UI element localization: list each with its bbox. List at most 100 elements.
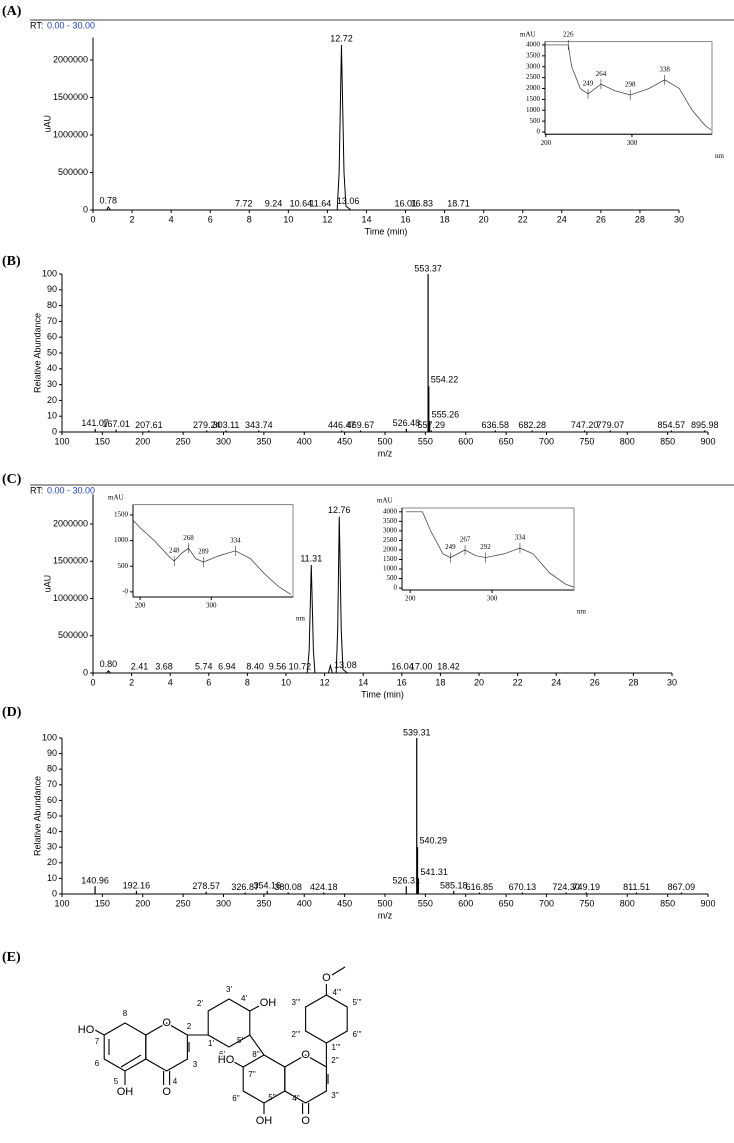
atom-number: 6'' <box>232 1094 240 1103</box>
peak-label: 11.64 <box>309 198 331 208</box>
y-tick-label: 1500 <box>526 95 541 103</box>
atom-label: HO <box>78 1024 95 1036</box>
peak-label: 354.16 <box>253 880 281 890</box>
x-tick-label: 800 <box>620 898 635 908</box>
peak-label: 2.41 <box>131 661 149 671</box>
y-axis-title: Relative Abundance <box>32 313 42 393</box>
atom-number: 4''' <box>332 988 342 997</box>
y-tick-label: 2000000 <box>53 54 88 64</box>
x-tick-label: 750 <box>579 436 594 446</box>
atom-number: 4' <box>241 994 247 1003</box>
x-tick-label: 300 <box>487 595 498 603</box>
x-tick-label: 30 <box>674 214 684 224</box>
x-axis-title: nm <box>715 152 725 160</box>
peak-label: 424.18 <box>310 882 338 892</box>
y-tick-label: 20 <box>47 857 57 867</box>
atom-number: 5''' <box>352 998 362 1007</box>
atom-number: 6' <box>219 1050 225 1059</box>
peak-label: 16.01 <box>394 198 417 208</box>
y-tick-label: 2000000 <box>53 518 88 528</box>
x-tick-label: 300 <box>627 139 638 147</box>
peak-label: 292 <box>480 543 491 551</box>
atom-label: O <box>301 1115 310 1127</box>
rt-range: 0.00 - 30.00 <box>47 20 95 30</box>
x-tick-label: 20 <box>474 677 484 687</box>
atom-number: 7'' <box>248 1070 256 1079</box>
y-tick-label: 1000 <box>114 536 129 544</box>
x-tick-label: 500 <box>377 898 392 908</box>
y-tick-label: 2500 <box>526 73 541 81</box>
y-tick-label: 1000000 <box>53 129 88 139</box>
rt-label: RT: <box>30 485 43 495</box>
y-tick-label: 70 <box>47 316 57 326</box>
peak-label: 289 <box>198 548 209 556</box>
x-tick-label: 8 <box>247 214 252 224</box>
atom-number: 4'' <box>292 1094 300 1103</box>
x-tick-label: 22 <box>513 677 523 687</box>
x-tick-label: 800 <box>620 436 635 446</box>
x-tick-label: 400 <box>297 898 312 908</box>
atom-number: 5' <box>237 1036 243 1045</box>
y-tick-label: 3500 <box>383 517 398 525</box>
x-tick-label: 850 <box>660 898 675 908</box>
trace <box>93 44 679 211</box>
peak-label: 338 <box>659 65 670 73</box>
atom-label: O <box>322 972 331 984</box>
y-tick-label: 1500000 <box>53 556 88 566</box>
y-tick-label: 500 <box>530 117 541 125</box>
atom-number: 2' <box>197 999 203 1008</box>
peak-label: 249 <box>445 543 456 551</box>
x-tick-label: 650 <box>499 436 514 446</box>
atom-label: O <box>162 1017 171 1029</box>
x-axis-title: m/z <box>378 910 393 920</box>
x-tick-label: 10 <box>283 214 293 224</box>
atom-number: 4 <box>173 1077 178 1086</box>
x-axis-title: Time (min) <box>361 689 404 699</box>
y-tick-label: 60 <box>47 795 57 805</box>
y-tick-label: 30 <box>47 379 57 389</box>
x-axis-title: nm <box>577 608 587 616</box>
x-tick-label: 650 <box>499 898 514 908</box>
peak-label: 616.85 <box>466 882 494 892</box>
peak-label: 249 <box>583 80 594 88</box>
atom-label: OH <box>117 1086 134 1098</box>
peak-label: 248 <box>169 547 180 555</box>
x-tick-label: 550 <box>418 898 433 908</box>
peak-label: 854.57 <box>658 420 686 430</box>
inset-frame <box>132 504 294 598</box>
y-tick-label: 4000 <box>526 41 541 49</box>
peak-label: 18.42 <box>437 661 460 671</box>
structure: HO OH O O 8 7 6 5 4 3 2 1' 2' 3' 4' OH 5' 6' 8'' 7'' HO 6'' 5'… <box>76 966 362 1128</box>
peak-label: 554.22 <box>431 375 459 385</box>
ring <box>284 1054 327 1104</box>
y-tick-label: 500000 <box>58 167 88 177</box>
trace <box>406 511 575 588</box>
peak-label: 749.19 <box>572 882 600 892</box>
y-axis-title: Relative Abundance <box>32 776 42 856</box>
peak-label: 0.78 <box>99 195 117 205</box>
x-tick-label: 750 <box>579 898 594 908</box>
peak-label: 207.61 <box>135 420 163 430</box>
panel-label: (A) <box>2 4 22 19</box>
peak-label: 10.64 <box>290 198 313 208</box>
peak-label: 724.30 <box>552 882 580 892</box>
x-tick-label: 8 <box>245 677 250 687</box>
x-tick-label: 22 <box>518 214 528 224</box>
y-tick-label: 2500 <box>383 536 398 544</box>
peak-label: 539.31 <box>403 727 431 737</box>
x-tick-label: 200 <box>541 139 552 147</box>
peak-label: 747.20 <box>571 420 599 430</box>
peak-label: 446.47 <box>328 420 356 430</box>
x-tick-label: 300 <box>206 602 217 610</box>
peak-label: 9.56 <box>269 661 287 671</box>
x-tick-label: 10 <box>281 677 291 687</box>
x-tick-label: 850 <box>660 436 675 446</box>
peak-label: 811.51 <box>623 882 650 892</box>
atom-number: 1' <box>208 1039 214 1048</box>
peak-label: 226 <box>563 31 574 39</box>
atom-number: 3'' <box>331 1091 339 1100</box>
y-tick-label: 90 <box>47 748 57 758</box>
trace <box>545 44 712 131</box>
atom-label: OH <box>260 997 277 1009</box>
x-tick-label: 150 <box>95 898 110 908</box>
